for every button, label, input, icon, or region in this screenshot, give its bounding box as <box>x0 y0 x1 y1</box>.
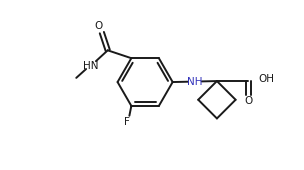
Text: O: O <box>95 21 103 31</box>
Text: F: F <box>124 117 130 127</box>
Text: HN: HN <box>83 61 99 71</box>
Text: OH: OH <box>258 74 274 84</box>
Text: NH: NH <box>187 76 202 87</box>
Text: O: O <box>244 96 253 106</box>
